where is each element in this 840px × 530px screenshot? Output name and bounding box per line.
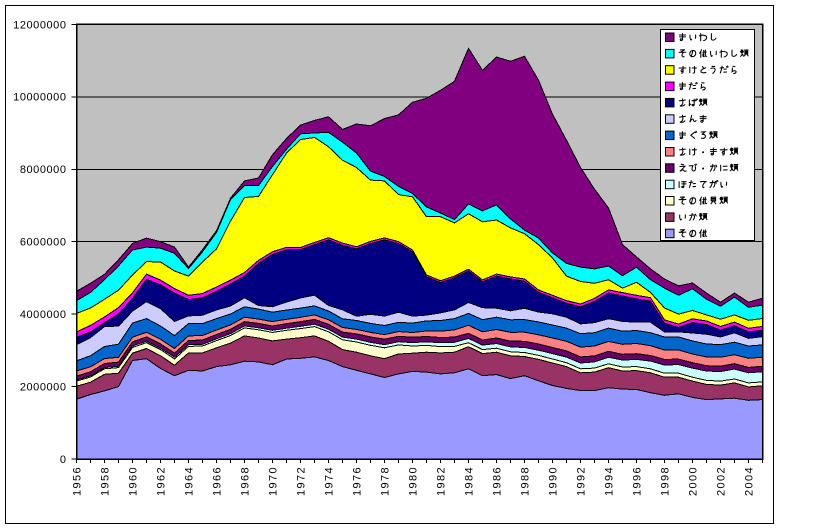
svg-text:1968: 1968	[239, 466, 251, 496]
svg-text:1972: 1972	[295, 466, 307, 496]
svg-text:0: 0	[60, 454, 67, 466]
svg-text:1990: 1990	[547, 466, 559, 496]
svg-text:1986: 1986	[491, 466, 503, 496]
svg-text:1964: 1964	[183, 466, 195, 496]
svg-text:1980: 1980	[407, 466, 419, 496]
svg-text:1996: 1996	[631, 466, 643, 496]
svg-text:2000: 2000	[687, 466, 699, 496]
svg-text:1962: 1962	[155, 466, 167, 496]
svg-text:1982: 1982	[435, 466, 447, 496]
svg-text:1978: 1978	[379, 466, 391, 496]
svg-text:10000000: 10000000	[13, 92, 66, 104]
svg-text:1960: 1960	[127, 466, 139, 496]
svg-text:1992: 1992	[575, 466, 587, 496]
svg-text:1984: 1984	[463, 466, 475, 496]
svg-text:1956: 1956	[71, 466, 83, 496]
svg-text:2002: 2002	[715, 466, 727, 496]
svg-text:1994: 1994	[603, 466, 615, 496]
svg-text:2004: 2004	[743, 466, 755, 496]
svg-text:1974: 1974	[323, 466, 335, 496]
svg-text:12000000: 12000000	[13, 19, 66, 31]
svg-text:1988: 1988	[519, 466, 531, 496]
svg-text:6000000: 6000000	[20, 237, 67, 249]
svg-text:1998: 1998	[659, 466, 671, 496]
svg-text:8000000: 8000000	[20, 164, 67, 176]
svg-text:1966: 1966	[211, 466, 223, 496]
svg-text:1958: 1958	[99, 466, 111, 496]
svg-text:1976: 1976	[351, 466, 363, 496]
svg-text:2000000: 2000000	[20, 382, 67, 394]
svg-text:1970: 1970	[267, 466, 279, 496]
svg-text:4000000: 4000000	[20, 309, 67, 321]
